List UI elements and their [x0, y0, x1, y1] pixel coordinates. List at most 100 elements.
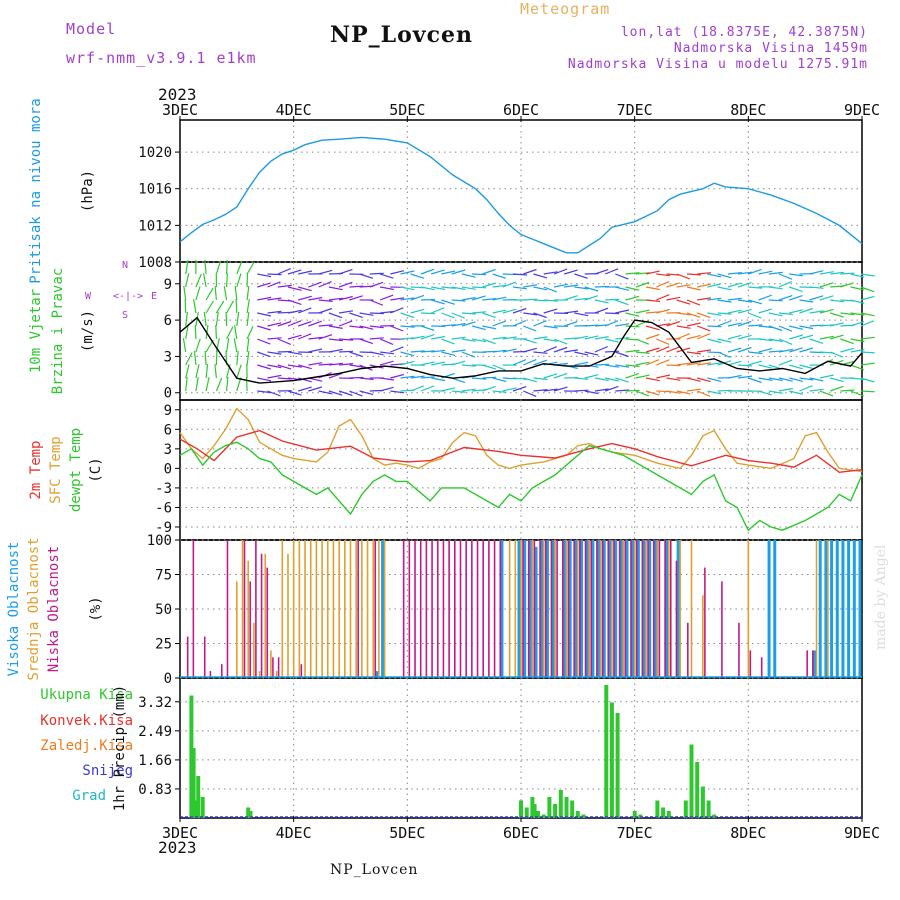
wind-arrow [236, 312, 240, 327]
wind-arrow [441, 338, 455, 345]
wind-arrow [277, 364, 292, 370]
wind-arrow [758, 270, 773, 275]
wind-arrow [645, 299, 661, 303]
page-title: NP_Lovcen [330, 22, 473, 48]
wind-arrow [297, 333, 312, 340]
precip-total-bar [530, 797, 535, 818]
wind-arrow [441, 351, 456, 356]
wind-arrow [492, 273, 507, 279]
pressure-line [179, 136, 863, 254]
wind-arrow [359, 390, 374, 396]
wind-arrow [287, 334, 302, 340]
wind-arrow [594, 336, 609, 340]
precip-series-label: Zaledj.Kisa [40, 738, 133, 754]
wind-arrow [676, 273, 691, 280]
wind-arrow [645, 347, 660, 353]
wind-arrow [860, 286, 875, 293]
wind-arrow [461, 296, 476, 301]
year-bottom: 2023 [158, 838, 197, 857]
wind-arrow [656, 308, 670, 314]
wind-arrow [379, 273, 394, 279]
wind-arrow [738, 375, 753, 379]
wind-arrow [410, 335, 425, 340]
wind-arrow [625, 372, 639, 379]
wind-arrow [533, 377, 548, 381]
wind-arrow [789, 347, 803, 353]
wind-arrow [789, 286, 803, 293]
wind-arrow [809, 310, 824, 314]
wind-unit-label: (m/s) [80, 310, 96, 352]
precip-total-bar [666, 811, 671, 818]
wind-arrow [768, 377, 783, 382]
wind-arrow [738, 271, 753, 275]
wind-arrow [214, 286, 217, 301]
wind-arrow [318, 324, 333, 327]
wind-arrow [492, 284, 507, 288]
wind-arrow [431, 349, 446, 353]
low-cloud-series-label: Niska Oblacnost [46, 546, 62, 672]
precip-total-bar [536, 811, 540, 818]
wind-arrow [543, 373, 558, 379]
wind-arrow [380, 310, 395, 314]
wind-arrow [594, 269, 609, 275]
wind-arrow [523, 325, 537, 332]
wind-arrow [369, 325, 384, 329]
wind-arrow [604, 338, 619, 343]
altitude-label: Nadmorska Visina 1459m [673, 41, 868, 56]
wind-arrow [461, 364, 476, 367]
wind-arrow [543, 325, 558, 329]
wind-arrow [778, 325, 793, 332]
wind-arrow [482, 282, 496, 288]
wind-arrow [451, 322, 466, 327]
wind-arrow [328, 312, 343, 319]
direction-legend-arrow: <-|-> [113, 291, 143, 302]
wind-arrow [645, 270, 660, 275]
temp-2m-line [179, 429, 863, 474]
wind-arrow [318, 334, 333, 340]
wind-arrow [287, 309, 302, 314]
wind-arrow [308, 320, 322, 327]
wind-arrow [267, 364, 282, 369]
direction-legend-west: W [85, 291, 92, 302]
wind-arrow [461, 338, 476, 342]
precip-total-bar [655, 800, 660, 818]
wind-arrow [349, 295, 363, 301]
wind-arrow [564, 295, 578, 301]
wind-arrow [676, 347, 691, 353]
wind-arrow [441, 324, 456, 327]
wind-arrow [819, 282, 834, 288]
wind-arrow [205, 300, 214, 314]
wind-arrow [666, 320, 680, 327]
precip-total-bar [712, 814, 717, 818]
wind-arrow [523, 347, 537, 353]
wind-arrow [697, 283, 712, 288]
wind-arrow [625, 325, 640, 328]
wind-arrow [482, 376, 497, 379]
wind-arrow [778, 273, 793, 280]
sfc-temp-series-label: SFC Temp [48, 436, 64, 503]
wind-arrow [625, 272, 640, 275]
wind-arrow [195, 286, 201, 301]
wind-arrow [645, 377, 660, 382]
y-tick-label: 6 [164, 313, 172, 329]
wind-speed-line [179, 316, 863, 384]
wind-arrow [400, 351, 415, 357]
wind-arrow [277, 320, 292, 327]
wind-arrow [758, 348, 773, 353]
wind-arrow [594, 299, 609, 304]
precip-series-label: Grad [72, 788, 106, 804]
wind-arrow [339, 310, 354, 314]
wind-arrow [492, 377, 507, 383]
wind-arrow [696, 333, 711, 340]
y-tick-label: 0 [164, 461, 172, 477]
wind-arrow [676, 284, 691, 288]
wind-arrow [369, 299, 384, 306]
wind-arrow [185, 352, 193, 366]
wind-arrow [635, 272, 650, 275]
wind-arrow [267, 310, 282, 314]
year-top: 2023 [158, 85, 197, 104]
precip-total-bar [683, 800, 688, 818]
wind-arrow [430, 307, 445, 314]
wind-arrow [758, 377, 773, 381]
wind-arrow [656, 294, 670, 301]
